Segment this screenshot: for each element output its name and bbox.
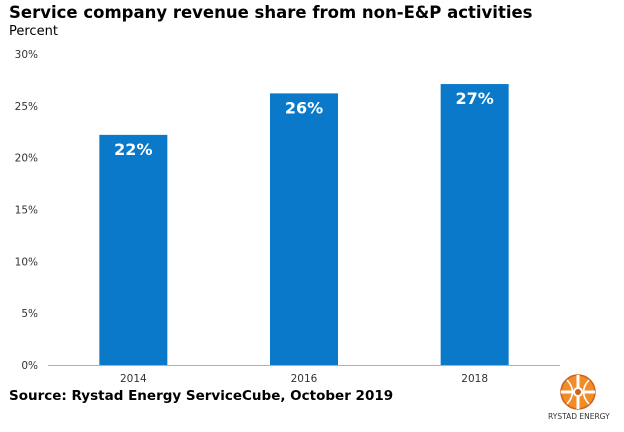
y-tick-label: 30% (15, 49, 38, 61)
y-axis: 0% 5% 10% 15% 20% 25% 30% (15, 49, 38, 372)
x-tick-label: 2014 (120, 373, 147, 385)
chart-title: Service company revenue share from non-E… (9, 3, 533, 22)
y-tick-label: 10% (15, 256, 38, 268)
logo-text: RYSTAD ENERGY (548, 412, 610, 421)
bar-2014 (99, 134, 168, 365)
bar-value-label: 22% (114, 140, 152, 159)
x-tick-label: 2016 (291, 373, 318, 385)
bars: 22% 26% 27% (99, 84, 509, 366)
x-axis: 2014 2016 2018 (120, 373, 488, 385)
y-tick-label: 15% (15, 205, 38, 217)
bar-value-label: 26% (285, 98, 323, 117)
y-tick-label: 25% (15, 101, 38, 113)
rystad-logo: RYSTAD ENERGY (548, 372, 610, 426)
y-tick-label: 5% (21, 308, 38, 320)
chart-subtitle: Percent (9, 24, 58, 39)
rystad-globe-icon (560, 374, 596, 410)
bar-2016 (270, 93, 338, 365)
source-note: Source: Rystad Energy ServiceCube, Octob… (9, 388, 394, 404)
bar-value-label: 27% (456, 89, 494, 108)
y-tick-label: 20% (15, 153, 38, 165)
x-tick-label: 2018 (461, 373, 488, 385)
bar-2018 (440, 84, 509, 366)
y-tick-label: 0% (21, 360, 38, 372)
